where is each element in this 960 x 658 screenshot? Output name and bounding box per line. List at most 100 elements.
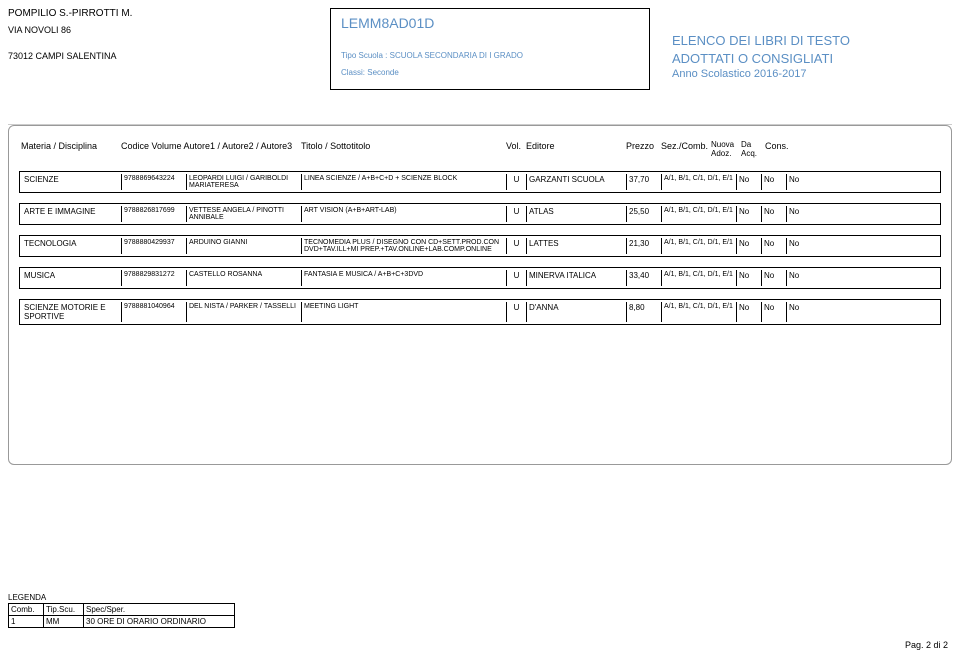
tipo-scuola: Tipo Scuola : SCUOLA SECONDARIA DI I GRA… — [341, 51, 639, 60]
cell-titolo: ART VISION (A+B+ART-LAB) — [302, 206, 507, 222]
cell-da: No — [762, 270, 787, 286]
cell-titolo: FANTASIA E MUSICA / A+B+C+3DVD — [302, 270, 507, 286]
leg-r-spec: 30 ORE DI ORARIO ORDINARIO — [84, 616, 234, 627]
header-center: LEMM8AD01D Tipo Scuola : SCUOLA SECONDAR… — [330, 8, 650, 90]
th-vol: Vol. — [506, 141, 526, 159]
elenco-title-1: ELENCO DEI LIBRI DI TESTO — [672, 33, 952, 49]
leg-h-tip: Tip.Scu. — [44, 604, 84, 615]
books-container: SCIENZE 9788869643224 LEOPARDI LUIGI / G… — [19, 171, 941, 325]
book-row: ARTE E IMMAGINE 9788826817699 VETTESE AN… — [19, 203, 941, 225]
cell-da: No — [762, 238, 787, 254]
book-row: MUSICA 9788829831272 CASTELLO ROSANNA FA… — [19, 267, 941, 289]
header-right: ELENCO DEI LIBRI DI TESTO ADOTTATI O CON… — [672, 8, 952, 90]
cell-vol: U — [507, 270, 527, 286]
cell-autore: ARDUINO GIANNI — [187, 238, 302, 254]
cell-materia: SCIENZE — [22, 174, 122, 190]
cell-materia: ARTE E IMMAGINE — [22, 206, 122, 222]
cell-editore: ATLAS — [527, 206, 627, 222]
elenco-title-2: ADOTTATI O CONSIGLIATI — [672, 51, 952, 67]
cell-prezzo: 25,50 — [627, 206, 662, 222]
header: POMPILIO S.-PIRROTTI M. VIA NOVOLI 86 73… — [8, 8, 952, 90]
cell-nuova: No — [737, 238, 762, 254]
school-city: 73012 CAMPI SALENTINA — [8, 51, 308, 61]
cell-sez: A/1, B/1, C/1, D/1, E/1 — [662, 174, 737, 190]
page-number: Pag. 2 di 2 — [905, 640, 948, 650]
th-prezzo: Prezzo — [626, 141, 661, 159]
cell-autore: LEOPARDI LUIGI / GARIBOLDI MARIATERESA — [187, 174, 302, 190]
legenda-header: Comb. Tip.Scu. Spec/Sper. — [8, 603, 235, 615]
cell-sez: A/1, B/1, C/1, D/1, E/1 — [662, 206, 737, 222]
cell-editore: LATTES — [527, 238, 627, 254]
cell-codice: 9788826817699 — [122, 206, 187, 222]
school-address: VIA NOVOLI 86 — [8, 25, 308, 35]
cell-prezzo: 33,40 — [627, 270, 662, 286]
th-cons: Cons. — [765, 141, 795, 159]
cell-materia: MUSICA — [22, 270, 122, 286]
classi-label: Classi: — [341, 68, 365, 77]
cell-prezzo: 21,30 — [627, 238, 662, 254]
cell-codice: 9788869643224 — [122, 174, 187, 190]
leg-h-comb: Comb. — [9, 604, 44, 615]
cell-cons: No — [787, 174, 812, 190]
th-editore: Editore — [526, 141, 626, 159]
th-titolo: Titolo / Sottotitolo — [301, 141, 506, 159]
cell-editore: GARZANTI SCUOLA — [527, 174, 627, 190]
cell-titolo: LINEA SCIENZE / A+B+C+D + SCIENZE BLOCK — [302, 174, 507, 190]
legenda-row: 1 MM 30 ORE DI ORARIO ORDINARIO — [8, 615, 235, 628]
cell-nuova: No — [737, 174, 762, 190]
cell-sez: A/1, B/1, C/1, D/1, E/1 — [662, 302, 737, 322]
cell-cons: No — [787, 238, 812, 254]
th-codice: Codice Volume Autore1 / Autore2 / Autore… — [121, 141, 301, 159]
cell-materia: SCIENZE MOTORIE E SPORTIVE — [22, 302, 122, 322]
cell-autore: VETTESE ANGELA / PINOTTI ANNIBALE — [187, 206, 302, 222]
cell-vol: U — [507, 174, 527, 190]
th-nuova: Nuova Adoz. — [711, 141, 741, 159]
book-row: TECNOLOGIA 9788880429937 ARDUINO GIANNI … — [19, 235, 941, 257]
classi: Classi: Seconde — [341, 68, 639, 77]
th-materia: Materia / Disciplina — [21, 141, 121, 159]
tipo-value: SCUOLA SECONDARIA DI I GRADO — [390, 51, 523, 60]
cell-vol: U — [507, 238, 527, 254]
legenda: LEGENDA Comb. Tip.Scu. Spec/Sper. 1 MM 3… — [8, 593, 235, 628]
leg-r-tip: MM — [44, 616, 84, 627]
cell-da: No — [762, 206, 787, 222]
table-header: Materia / Disciplina Codice Volume Autor… — [19, 141, 941, 159]
cell-titolo: MEETING LIGHT — [302, 302, 507, 322]
cell-codice: 9788880429937 — [122, 238, 187, 254]
tipo-label: Tipo Scuola : — [341, 51, 387, 60]
cell-editore: MINERVA ITALICA — [527, 270, 627, 286]
cell-materia: TECNOLOGIA — [22, 238, 122, 254]
main-content: Materia / Disciplina Codice Volume Autor… — [8, 125, 952, 465]
cell-prezzo: 8,80 — [627, 302, 662, 322]
cell-codice: 9788881040964 — [122, 302, 187, 322]
cell-da: No — [762, 302, 787, 322]
cell-vol: U — [507, 206, 527, 222]
anno: Anno Scolastico 2016-2017 — [672, 68, 952, 80]
cell-editore: D'ANNA — [527, 302, 627, 322]
th-da: Da Acq. — [741, 141, 765, 159]
school-code: LEMM8AD01D — [341, 15, 639, 31]
legenda-title: LEGENDA — [8, 593, 235, 602]
cell-cons: No — [787, 270, 812, 286]
cell-titolo: TECNOMEDIA PLUS / DISEGNO CON CD+SETT.PR… — [302, 238, 507, 254]
cell-nuova: No — [737, 302, 762, 322]
cell-autore: DEL NISTA / PARKER / TASSELLI — [187, 302, 302, 322]
book-row: SCIENZE MOTORIE E SPORTIVE 9788881040964… — [19, 299, 941, 325]
leg-h-spec: Spec/Sper. — [84, 604, 234, 615]
cell-sez: A/1, B/1, C/1, D/1, E/1 — [662, 238, 737, 254]
header-left: POMPILIO S.-PIRROTTI M. VIA NOVOLI 86 73… — [8, 8, 308, 90]
school-name: POMPILIO S.-PIRROTTI M. — [8, 8, 308, 19]
classi-value: Seconde — [367, 68, 399, 77]
cell-da: No — [762, 174, 787, 190]
cell-nuova: No — [737, 206, 762, 222]
book-row: SCIENZE 9788869643224 LEOPARDI LUIGI / G… — [19, 171, 941, 193]
cell-codice: 9788829831272 — [122, 270, 187, 286]
cell-cons: No — [787, 206, 812, 222]
cell-vol: U — [507, 302, 527, 322]
cell-prezzo: 37,70 — [627, 174, 662, 190]
cell-cons: No — [787, 302, 812, 322]
leg-r-comb: 1 — [9, 616, 44, 627]
cell-sez: A/1, B/1, C/1, D/1, E/1 — [662, 270, 737, 286]
th-sez: Sez./Comb. — [661, 141, 711, 159]
cell-autore: CASTELLO ROSANNA — [187, 270, 302, 286]
